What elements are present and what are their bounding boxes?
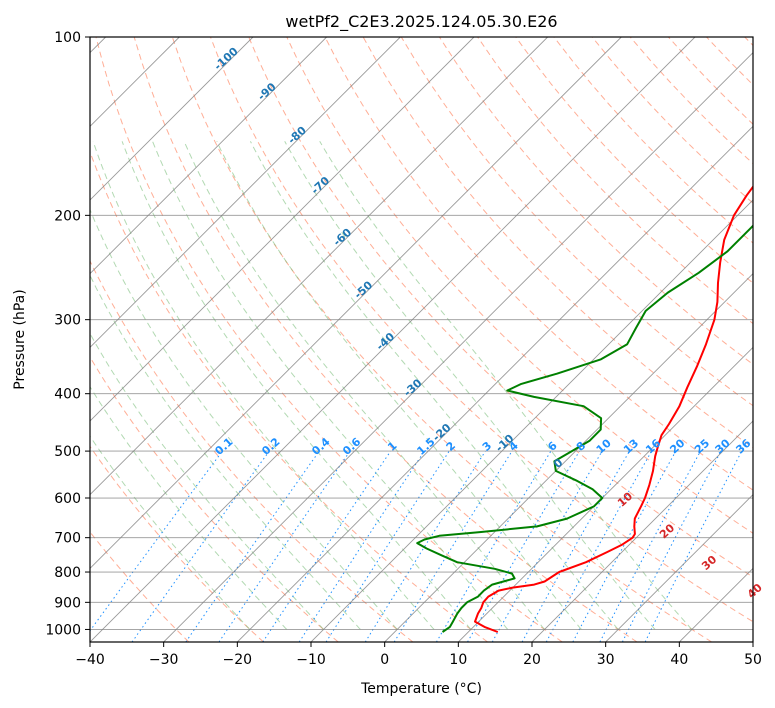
isotherm-line [605, 494, 753, 642]
y-axis-title: Pressure (hPa) [12, 289, 28, 389]
moist-adiabat [90, 385, 288, 630]
isotherm-line [90, 37, 254, 201]
x-tick-label: −30 [149, 652, 179, 668]
mixing-ratio-line [298, 450, 425, 642]
mixing-ratio-line [599, 450, 701, 642]
isotherm-line [531, 420, 753, 642]
dry-adiabat [286, 37, 753, 534]
mixing-ratio-line [435, 450, 552, 642]
y-tick-label: 1000 [45, 622, 81, 638]
y-tick-label: 900 [54, 595, 81, 611]
dry-adiabat [324, 37, 753, 491]
axis-ticks: −40 −30 −20 −10 0 10 20 30 40 50 100 200 300 400 500 60… [45, 30, 762, 668]
moist-adiabat [92, 141, 435, 630]
x-tick-label: 10 [449, 652, 467, 668]
x-tick-label: 50 [744, 652, 762, 668]
x-tick-label: 20 [523, 652, 541, 668]
dry-adiabat [90, 259, 414, 642]
dry-adiabat [515, 37, 753, 284]
mixing-ratio-line [185, 450, 320, 642]
moist-adiabat [216, 141, 582, 630]
y-tick-label: 400 [54, 387, 81, 403]
profile-lines [416, 185, 753, 633]
isotherm-line [237, 125, 753, 642]
mixing-ratio-line [325, 450, 450, 642]
moist-adiabat [249, 141, 619, 630]
x-tick-label: 30 [597, 652, 615, 668]
moist-adiabat [152, 141, 509, 630]
y-tick-label: 100 [54, 30, 81, 46]
isotherm-line [90, 37, 622, 569]
dry-adiabat [95, 37, 563, 642]
moist-adiabat [183, 141, 545, 630]
isotherm-line [90, 37, 475, 422]
mixing-ratio-line [262, 450, 392, 642]
moist-adiabat [121, 141, 472, 630]
isotherm-line [384, 273, 753, 642]
moist-adiabat [90, 274, 361, 630]
y-tick-label: 800 [54, 565, 81, 581]
mixing-ratio-line [572, 450, 677, 642]
background-lines [90, 37, 753, 642]
plot-frame [89, 36, 754, 643]
y-tick-label: 200 [54, 208, 81, 224]
moist-adiabat [90, 332, 324, 630]
y-tick-label: 700 [54, 531, 81, 547]
dry-adiabat [171, 37, 712, 642]
x-tick-label: 40 [670, 652, 688, 668]
isotherm-line [90, 37, 401, 348]
mixing-ratio-line [218, 450, 351, 642]
isotherm-line [163, 52, 753, 642]
grid-lines [90, 37, 753, 642]
x-tick-label: 0 [380, 652, 389, 668]
x-axis-title: Temperature (°C) [360, 681, 482, 697]
x-tick-label: −20 [223, 652, 253, 668]
moist-adiabat [284, 141, 656, 630]
isotherm-line [90, 37, 696, 642]
temperature-profile-line [474, 185, 753, 633]
y-tick-label: 600 [54, 491, 81, 507]
isotherm-line [90, 37, 327, 275]
dry-adiabat [210, 37, 753, 623]
chart-title: wetPf2_C2E3.2025.124.05.30.E26 [285, 12, 557, 32]
y-tick-label: 500 [54, 444, 81, 460]
mixing-ratio-line [467, 450, 580, 642]
dry-adiabat [133, 37, 638, 642]
isotherm-line [310, 199, 753, 642]
y-tick-label: 300 [54, 313, 81, 329]
x-tick-label: −10 [296, 652, 326, 668]
isotherm-line [458, 346, 753, 642]
x-tick-label: −40 [75, 652, 105, 668]
dewpoint-profile-line [416, 224, 753, 633]
dry-adiabat [90, 445, 264, 642]
moist-adiabat [90, 435, 251, 630]
isotherm-line [90, 37, 548, 496]
dry-adiabat [248, 37, 753, 578]
mixing-ratio-line [364, 450, 486, 642]
